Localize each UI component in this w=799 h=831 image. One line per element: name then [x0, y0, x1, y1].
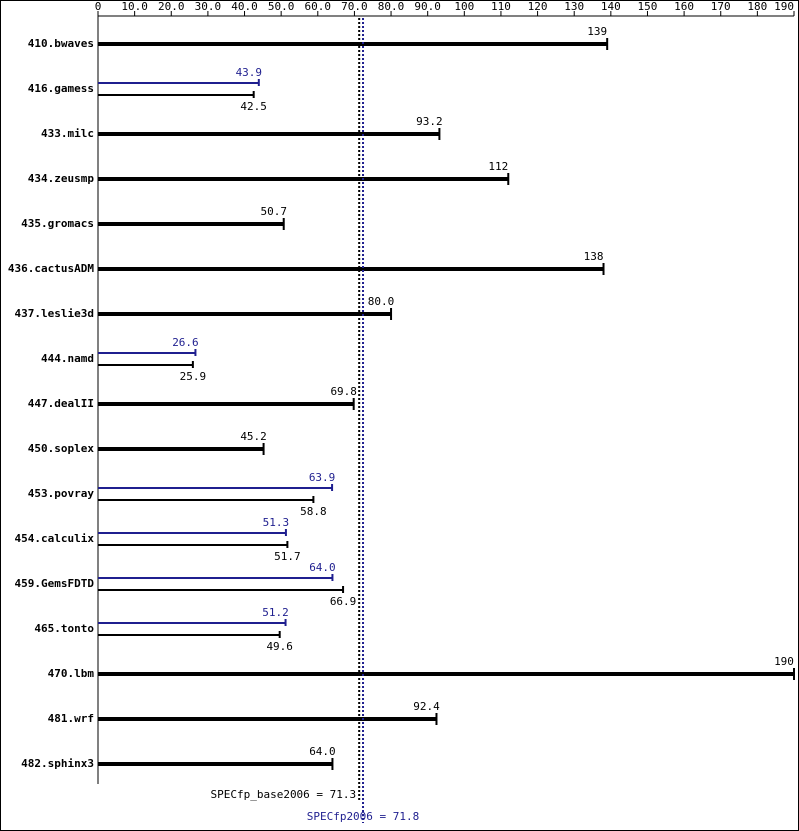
x-tick-label: 70.0: [341, 0, 368, 13]
base-bar: [98, 544, 288, 546]
x-tick-label: 150: [638, 0, 658, 13]
category-label: 416.gamess: [28, 82, 94, 95]
category-label: 436.cactusADM: [8, 262, 94, 275]
category-label: 482.sphinx3: [21, 757, 94, 770]
base-bar: [98, 499, 314, 501]
value-label: 139: [587, 25, 607, 38]
reference-label: SPECfp_base2006 = 71.3: [210, 788, 356, 801]
x-tick-label: 60.0: [305, 0, 332, 13]
value-label: 92.4: [413, 700, 440, 713]
peak-bar: [98, 532, 286, 534]
value-label: 190: [774, 655, 794, 668]
x-tick-label: 110: [491, 0, 511, 13]
x-tick-label: 10.0: [121, 0, 148, 13]
value-label: 138: [584, 250, 604, 263]
category-label: 434.zeusmp: [28, 172, 95, 185]
x-tick-label: 30.0: [195, 0, 222, 13]
bar: [98, 402, 354, 406]
value-label: 26.6: [172, 336, 199, 349]
x-tick-label: 180: [747, 0, 767, 13]
value-label: 45.2: [240, 430, 267, 443]
category-label: 435.gromacs: [21, 217, 94, 230]
x-tick-label: 20.0: [158, 0, 185, 13]
peak-bar: [98, 352, 196, 354]
x-tick-label: 170: [711, 0, 731, 13]
x-tick-label: 80.0: [378, 0, 405, 13]
category-label: 470.lbm: [48, 667, 95, 680]
bar: [98, 132, 440, 136]
base-bar: [98, 634, 280, 636]
peak-bar: [98, 577, 333, 579]
bar: [98, 222, 284, 226]
x-tick-label: 0: [95, 0, 102, 13]
value-label: 50.7: [260, 205, 287, 218]
peak-bar: [98, 82, 259, 84]
peak-bar: [98, 487, 333, 489]
category-label: 453.povray: [28, 487, 95, 500]
category-label: 433.milc: [41, 127, 94, 140]
x-tick-label: 40.0: [231, 0, 258, 13]
category-label: 465.tonto: [34, 622, 94, 635]
value-label: 64.0: [309, 561, 336, 574]
reference-label: SPECfp2006 = 71.8: [307, 810, 420, 823]
x-tick-label: 190: [774, 0, 794, 13]
value-label: 58.8: [300, 505, 327, 518]
x-tick-label: 130: [564, 0, 584, 13]
bar: [98, 717, 437, 721]
x-tick-label: 120: [528, 0, 548, 13]
category-label: 444.namd: [41, 352, 94, 365]
value-label: 64.0: [309, 745, 336, 758]
category-label: 437.leslie3d: [15, 307, 94, 320]
category-label: 459.GemsFDTD: [15, 577, 95, 590]
peak-bar: [98, 622, 286, 624]
value-label: 69.8: [330, 385, 357, 398]
bar: [98, 762, 333, 766]
bar: [98, 267, 604, 271]
bar: [98, 672, 794, 676]
category-label: 450.soplex: [28, 442, 95, 455]
value-label: 80.0: [368, 295, 395, 308]
value-label: 43.9: [236, 66, 263, 79]
bar: [98, 177, 509, 181]
value-label: 51.7: [274, 550, 301, 563]
base-bar: [98, 94, 254, 96]
value-label: 42.5: [240, 100, 267, 113]
value-label: 51.3: [263, 516, 290, 529]
value-label: 51.2: [262, 606, 289, 619]
value-label: 112: [488, 160, 508, 173]
x-tick-label: 160: [674, 0, 694, 13]
x-tick-label: 90.0: [414, 0, 441, 13]
x-tick-label: 100: [454, 0, 474, 13]
x-tick-label: 140: [601, 0, 621, 13]
value-label: 66.9: [330, 595, 357, 608]
bar: [98, 312, 392, 316]
value-label: 93.2: [416, 115, 443, 128]
category-label: 481.wrf: [48, 712, 94, 725]
category-label: 447.dealII: [28, 397, 94, 410]
base-bar: [98, 589, 344, 591]
value-label: 49.6: [266, 640, 293, 653]
category-label: 454.calculix: [15, 532, 95, 545]
category-label: 410.bwaves: [28, 37, 94, 50]
value-label: 25.9: [180, 370, 207, 383]
bar: [98, 42, 608, 46]
x-tick-label: 50.0: [268, 0, 295, 13]
value-label: 63.9: [309, 471, 336, 484]
bar: [98, 447, 264, 451]
base-bar: [98, 364, 193, 366]
